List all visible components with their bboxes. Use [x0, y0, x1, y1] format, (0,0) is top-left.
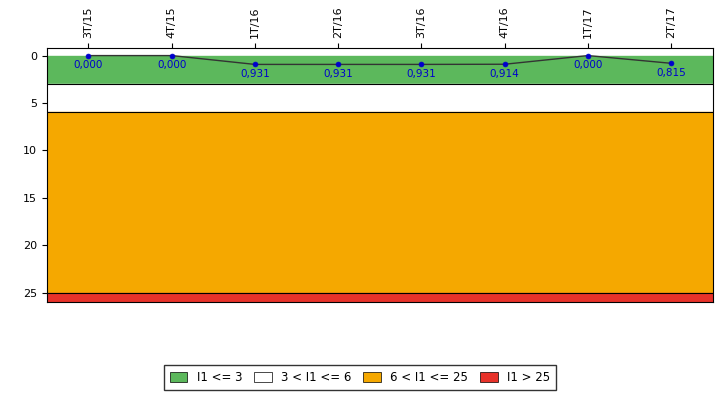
Text: 0,815: 0,815: [657, 68, 686, 78]
Text: 0,931: 0,931: [240, 69, 270, 79]
Text: 0,914: 0,914: [490, 68, 520, 78]
Text: 0,000: 0,000: [157, 60, 186, 70]
Text: 0,931: 0,931: [407, 69, 436, 79]
Bar: [47, 56, 713, 84]
Bar: [47, 292, 713, 312]
Bar: [47, 84, 713, 112]
Legend: I1 <= 3, 3 < I1 <= 6, 6 < I1 <= 25, I1 > 25: I1 <= 3, 3 < I1 <= 6, 6 < I1 <= 25, I1 >…: [163, 365, 557, 390]
Text: 0,000: 0,000: [73, 60, 103, 70]
Bar: [47, 112, 713, 292]
Text: 0,931: 0,931: [323, 69, 353, 79]
Text: 0,000: 0,000: [573, 60, 603, 70]
